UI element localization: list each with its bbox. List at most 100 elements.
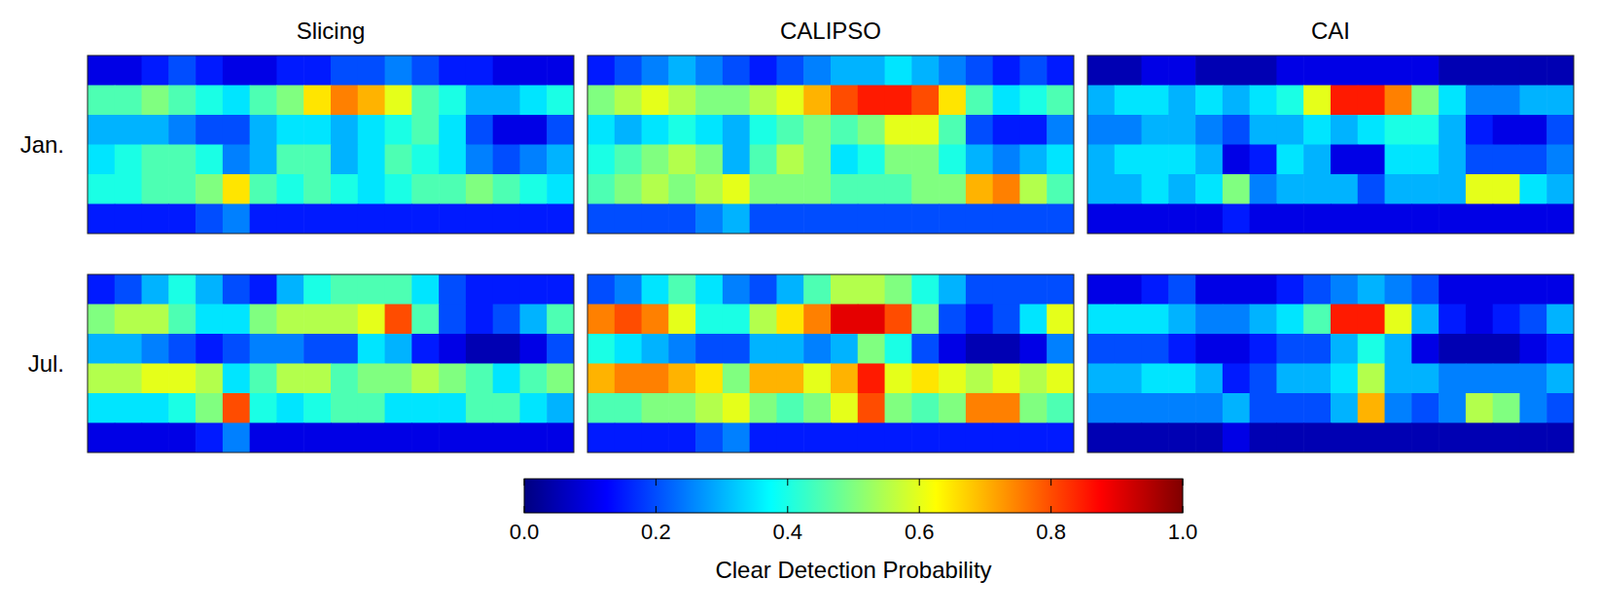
heat-cell [1249, 144, 1278, 176]
heat-cell [1411, 174, 1439, 205]
heat-cell [1141, 85, 1170, 116]
heat-cell [911, 85, 939, 116]
heat-cell [641, 174, 670, 205]
heat-cell [1493, 274, 1521, 305]
heat-cell [614, 392, 642, 424]
heat-cell [695, 304, 723, 335]
heat-cell [1019, 55, 1047, 86]
heat-cell [695, 274, 723, 305]
heat-cell [546, 114, 574, 145]
heat-cell [1249, 423, 1278, 454]
heat-cell [195, 274, 223, 305]
heat-cell [993, 204, 1021, 235]
heat-cell [993, 423, 1021, 454]
panel-frame [1087, 274, 1574, 453]
heat-cell [1303, 204, 1331, 235]
heat-cell [641, 144, 670, 176]
heat-cell [911, 392, 939, 424]
heat-cell [1249, 85, 1278, 116]
heat-cell [87, 274, 115, 305]
heat-cell [1385, 392, 1413, 424]
heat-cell [1087, 363, 1115, 394]
colorbar-tick [524, 478, 526, 486]
heat-cell [1114, 274, 1142, 305]
heat-cell [830, 55, 858, 86]
heat-cell [276, 55, 304, 86]
heat-cell [587, 144, 615, 176]
heat-cell [142, 304, 170, 335]
colorbar-tick [1182, 478, 1184, 486]
heat-cell [857, 85, 886, 116]
heat-cell [465, 114, 494, 145]
heat-cell [695, 85, 723, 116]
heat-cell [276, 392, 304, 424]
heat-cell [1222, 304, 1250, 335]
heat-cell [411, 423, 439, 454]
heat-cell [614, 55, 642, 86]
heat-cell [357, 114, 386, 145]
heat-cell [1195, 333, 1223, 364]
heat-cell [885, 274, 913, 305]
heat-cell [493, 423, 521, 454]
heat-cell [1385, 144, 1413, 176]
heat-cell [587, 392, 615, 424]
heat-cell [1222, 204, 1250, 235]
heat-cell [857, 174, 886, 205]
heat-cell [857, 114, 886, 145]
heat-cell [614, 85, 642, 116]
heat-cell [1046, 144, 1074, 176]
heat-cell [249, 333, 278, 364]
heat-cell [465, 55, 494, 86]
heat-cell [1465, 363, 1494, 394]
heat-cell [587, 55, 615, 86]
heat-cell [1330, 55, 1358, 86]
heat-cell [1114, 304, 1142, 335]
heat-cell [938, 363, 966, 394]
heat-cell [1019, 304, 1047, 335]
heat-cell [722, 144, 750, 176]
heat-cell [776, 304, 804, 335]
heat-cell [965, 423, 994, 454]
heat-cell [911, 174, 939, 205]
heat-cell [1357, 144, 1386, 176]
heat-cell [168, 85, 196, 116]
heat-cell [668, 204, 696, 235]
heat-cell [195, 333, 223, 364]
heat-cell [965, 333, 994, 364]
heat-cell [1276, 85, 1304, 116]
heat-cell [303, 174, 331, 205]
heat-cell [1519, 392, 1547, 424]
heat-cell [749, 423, 778, 454]
heat-cell [330, 363, 358, 394]
heat-cell [749, 363, 778, 394]
heat-cell [1546, 304, 1574, 335]
heat-cell [1222, 144, 1250, 176]
figure: SlicingCALIPSOCAIJan.Jul.0.00.20.40.60.8… [0, 0, 1600, 616]
heat-cell [722, 274, 750, 305]
heat-cell [142, 274, 170, 305]
heat-cell [587, 274, 615, 305]
heat-cell [493, 55, 521, 86]
heat-cell [195, 85, 223, 116]
heat-cell [519, 174, 547, 205]
heat-cell [1195, 304, 1223, 335]
map-panel [1087, 55, 1574, 234]
heat-cell [330, 114, 358, 145]
heat-cell [1019, 144, 1047, 176]
heat-cell [803, 144, 831, 176]
heat-cell [993, 114, 1021, 145]
heat-cell [695, 114, 723, 145]
heat-cell [276, 174, 304, 205]
heat-cell [965, 114, 994, 145]
heat-cell [222, 174, 250, 205]
colorbar-tick [786, 505, 788, 513]
panel-frame [587, 274, 1074, 453]
heat-cell [1493, 204, 1521, 235]
colorbar-tick-label: 1.0 [1168, 519, 1199, 544]
heat-cell [1222, 85, 1250, 116]
heat-cell [438, 55, 466, 86]
panel-frame [87, 55, 574, 234]
heat-cell [695, 363, 723, 394]
heat-cell [830, 363, 858, 394]
heat-cell [993, 55, 1021, 86]
